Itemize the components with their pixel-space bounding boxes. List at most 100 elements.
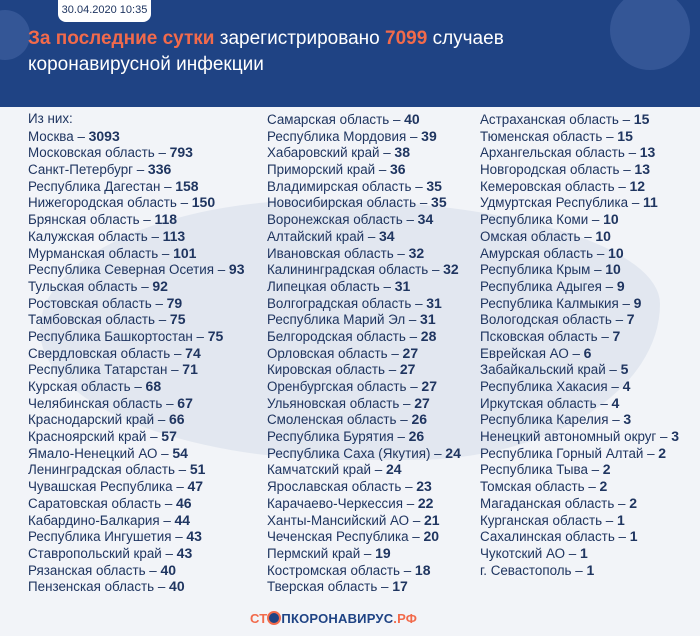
region-count: 9 (633, 294, 642, 311)
region-count: 24 (445, 444, 461, 461)
region-count: 31 (420, 311, 436, 328)
region-count: 7 (612, 327, 621, 344)
region-count: 4 (622, 378, 631, 394)
region-count: 93 (228, 261, 245, 278)
dash-separator: – (162, 395, 178, 411)
region-count: 24 (385, 461, 402, 478)
region-count: 54 (172, 444, 188, 461)
dash-separator: – (607, 379, 623, 394)
dash-separator: – (624, 145, 640, 161)
region-row: Республика Бурятия – 26 (267, 428, 477, 445)
logo-text-c: .РФ (393, 611, 418, 626)
region-count: 3 (623, 411, 632, 428)
dash-separator: – (375, 162, 391, 178)
region-count: 67 (177, 394, 193, 411)
russia-map-background (40, 200, 660, 460)
region-name: г. Севастополь (480, 562, 572, 578)
region-row: Оренбургская область – 27 (267, 378, 477, 395)
region-count: 3 (671, 428, 680, 445)
region-row: Тверская область – 17 (267, 578, 477, 595)
dash-separator: – (605, 362, 621, 378)
dash-separator: – (385, 362, 400, 378)
dash-separator: – (416, 195, 432, 211)
region-count: 21 (423, 511, 440, 528)
region-count: 31 (426, 294, 442, 311)
dash-separator: – (151, 295, 167, 311)
region-name: Республика Горный Алтай (480, 445, 644, 461)
dash-separator: – (393, 429, 409, 445)
region-name: Мурманская область (28, 245, 159, 261)
virus-icon (0, 10, 30, 60)
dash-separator: – (364, 228, 380, 244)
region-count: 13 (639, 144, 656, 161)
region-name: Республика Калмыкия (480, 295, 619, 311)
dash-separator: – (360, 545, 376, 561)
dash-separator: – (580, 228, 596, 244)
dash-separator: – (602, 128, 618, 144)
region-count: 27 (421, 378, 437, 394)
region-row: Республика Хакасия – 4 (480, 378, 695, 395)
dash-separator: – (584, 479, 600, 495)
region-row: Ненецкий автономный округ – 3 (480, 428, 695, 445)
dash-separator: – (379, 145, 395, 161)
region-name: Тюменская область (480, 128, 603, 144)
region-row: Республика Карелия – 3 (480, 411, 695, 428)
dash-separator: – (171, 529, 187, 545)
region-name: Псковская область (480, 328, 598, 344)
region-name: Краснодарский край (28, 412, 155, 428)
region-count: 57 (161, 428, 177, 445)
region-name: Республика Хакасия (480, 379, 608, 394)
region-name: Оренбургская область (267, 379, 407, 394)
region-row: Курская область – 68 (28, 378, 263, 395)
region-row: Калининградская область – 32 (267, 261, 477, 278)
region-count: 6 (583, 344, 592, 361)
region-count: 26 (408, 428, 425, 445)
dash-separator: – (408, 529, 424, 545)
region-row: Ставропольский край – 43 (28, 545, 263, 562)
region-count: 23 (416, 478, 432, 495)
region-row: г. Севастополь – 1 (480, 562, 695, 579)
dash-separator: – (387, 345, 403, 361)
region-row: Республика Татарстан – 71 (28, 361, 263, 378)
region-name: Республика Марий Эл (267, 312, 406, 328)
dash-separator: – (159, 512, 175, 528)
region-name: Иркутская область (480, 395, 597, 411)
dash-separator: – (137, 278, 153, 294)
region-name: Вологодская область (480, 312, 612, 328)
region-row: Волгоградская область – 31 (267, 295, 477, 312)
dash-separator: – (154, 579, 170, 595)
region-name: Республика Коми (480, 212, 589, 228)
dash-separator: – (411, 178, 427, 194)
region-name: Республика Карелия (480, 412, 609, 428)
dash-separator: – (405, 312, 421, 328)
region-count: 10 (595, 227, 611, 244)
region-row: Иркутская область – 4 (480, 395, 695, 412)
region-count: 71 (182, 361, 198, 378)
region-count: 40 (169, 578, 185, 595)
region-name: Ярославская область (267, 479, 402, 495)
dash-separator: – (611, 312, 627, 328)
region-name: Нижегородская область (28, 195, 177, 211)
region-row: Ивановская область – 32 (267, 245, 477, 262)
dash-separator: – (406, 379, 422, 394)
region-count: 47 (187, 478, 204, 495)
dash-separator: – (389, 112, 405, 127)
region-row: Костромская область – 18 (267, 562, 477, 579)
region-name: Орловская область (267, 345, 388, 361)
region-row: Кемеровская область – 12 (480, 178, 695, 195)
region-name: Красноярский край (28, 429, 147, 445)
region-count: 39 (421, 127, 437, 144)
dash-separator: – (597, 328, 613, 344)
region-count: 32 (443, 261, 459, 278)
region-count: 15 (633, 111, 650, 127)
region-name: Астраханская область (480, 112, 619, 127)
region-count: 10 (608, 244, 624, 261)
region-name: Ростовская область (28, 295, 152, 311)
region-count: 32 (408, 244, 425, 261)
region-name: Ивановская область (267, 245, 394, 261)
region-count: 17 (392, 578, 408, 595)
region-count: 34 (379, 227, 395, 244)
region-count: 11 (643, 194, 658, 211)
region-name: Челябинская область (28, 395, 163, 411)
dash-separator: – (411, 295, 427, 311)
